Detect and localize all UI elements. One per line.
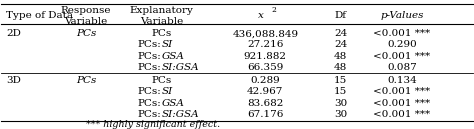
Text: 2D: 2D	[6, 29, 21, 38]
Text: PCs:: PCs:	[138, 63, 162, 72]
Text: 48: 48	[334, 63, 347, 72]
Text: PCs: PCs	[152, 29, 172, 38]
Text: SI:GSA: SI:GSA	[162, 110, 199, 119]
Text: <0.001 ***: <0.001 ***	[374, 110, 430, 119]
Text: PCs: PCs	[76, 76, 96, 85]
Text: <0.001 ***: <0.001 ***	[374, 87, 430, 96]
Text: 83.682: 83.682	[247, 99, 283, 108]
Text: 2: 2	[272, 6, 276, 14]
Text: 436,088.849: 436,088.849	[232, 29, 298, 38]
Text: PCs:: PCs:	[138, 87, 162, 96]
Text: Df: Df	[335, 11, 346, 20]
Text: SI:GSA: SI:GSA	[162, 63, 199, 72]
Text: GSA: GSA	[162, 52, 184, 61]
Text: 24: 24	[334, 29, 347, 38]
Text: PCs: PCs	[76, 29, 96, 38]
Text: 24: 24	[334, 41, 347, 50]
Text: SI: SI	[162, 87, 173, 96]
Text: 48: 48	[334, 52, 347, 61]
Text: PCs:: PCs:	[138, 99, 162, 108]
Text: PCs:: PCs:	[138, 41, 162, 50]
Text: PCs:: PCs:	[138, 110, 162, 119]
Text: x: x	[258, 11, 264, 20]
Text: 66.359: 66.359	[247, 63, 283, 72]
Text: p-Values: p-Values	[380, 11, 424, 20]
Text: 67.176: 67.176	[247, 110, 283, 119]
Text: 0.087: 0.087	[387, 63, 417, 72]
Text: <0.001 ***: <0.001 ***	[374, 99, 430, 108]
Text: 921.882: 921.882	[244, 52, 287, 61]
Text: Type of Data: Type of Data	[6, 11, 73, 20]
Text: GSA: GSA	[162, 99, 184, 108]
Text: Response
Variable: Response Variable	[61, 6, 111, 26]
Text: 0.289: 0.289	[250, 76, 280, 85]
Text: Explanatory
Variable: Explanatory Variable	[130, 6, 193, 26]
Text: SI: SI	[162, 41, 173, 50]
Text: <0.001 ***: <0.001 ***	[374, 29, 430, 38]
Text: PCs:: PCs:	[138, 52, 162, 61]
Text: 30: 30	[334, 110, 347, 119]
Text: *** highly significant effect.: *** highly significant effect.	[86, 120, 220, 129]
Text: <0.001 ***: <0.001 ***	[374, 52, 430, 61]
Text: 30: 30	[334, 99, 347, 108]
Text: 42.967: 42.967	[247, 87, 283, 96]
Text: 15: 15	[334, 87, 347, 96]
Text: PCs: PCs	[152, 76, 172, 85]
Text: 15: 15	[334, 76, 347, 85]
Text: 27.216: 27.216	[247, 41, 283, 50]
Text: 0.290: 0.290	[387, 41, 417, 50]
Text: 0.134: 0.134	[387, 76, 417, 85]
Text: 3D: 3D	[6, 76, 21, 85]
